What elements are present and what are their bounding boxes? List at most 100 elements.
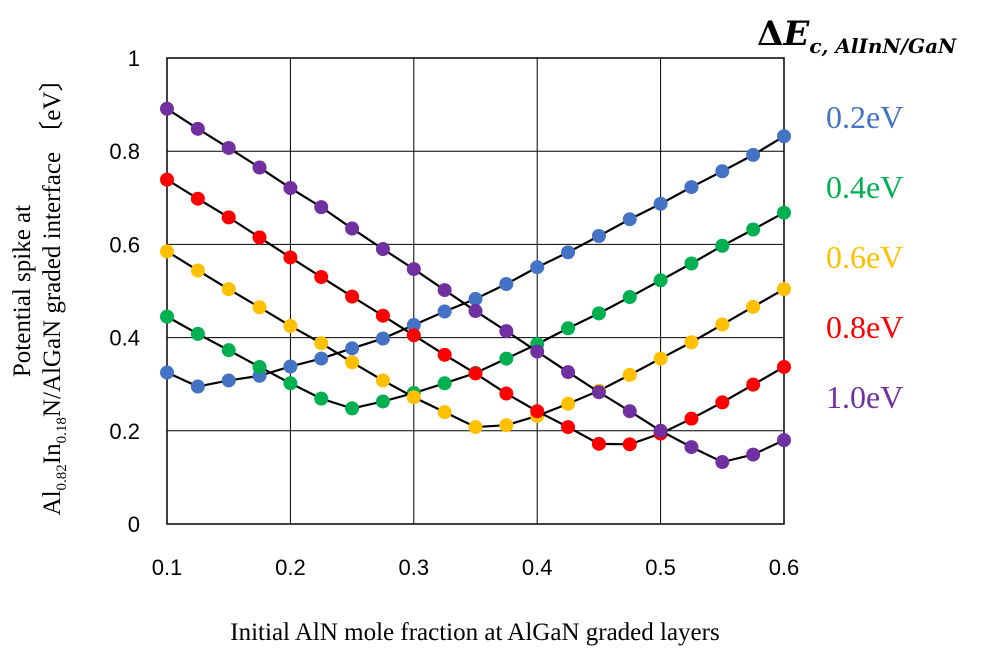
data-point xyxy=(314,351,329,366)
data-point xyxy=(622,404,637,419)
data-point xyxy=(591,385,606,400)
data-point xyxy=(591,436,606,451)
y-tick-label: 0 xyxy=(128,512,140,537)
y-tick-label: 1 xyxy=(128,46,140,71)
data-point xyxy=(653,273,668,288)
data-point xyxy=(561,420,576,435)
legend-item: 0.2eV xyxy=(826,99,903,135)
data-point xyxy=(499,351,514,366)
data-point xyxy=(499,277,514,292)
data-point xyxy=(375,394,390,409)
data-point xyxy=(283,318,298,333)
data-point xyxy=(777,433,791,448)
y-tick-label: 0.6 xyxy=(109,232,140,257)
data-point xyxy=(468,420,483,435)
data-point xyxy=(777,205,791,220)
data-point xyxy=(777,129,791,144)
data-point xyxy=(190,263,205,278)
data-point xyxy=(684,256,699,271)
data-point xyxy=(190,379,205,394)
data-point xyxy=(252,300,267,315)
data-point xyxy=(684,440,699,455)
data-point xyxy=(160,309,174,324)
data-point xyxy=(160,244,174,259)
data-point xyxy=(406,328,421,343)
data-point xyxy=(530,260,545,275)
data-point xyxy=(160,365,174,380)
x-tick-label: 0.2 xyxy=(275,555,306,580)
y-tick-label: 0.4 xyxy=(109,326,140,351)
data-point xyxy=(684,335,699,350)
legend-item: 0.4eV xyxy=(826,169,903,205)
data-point xyxy=(622,290,637,305)
data-point xyxy=(221,140,236,155)
data-point xyxy=(283,376,298,391)
data-point xyxy=(345,289,360,304)
data-point xyxy=(499,324,514,339)
legend-item: 0.6eV xyxy=(826,239,903,275)
data-point xyxy=(437,376,452,391)
y-axis-title-line2: Al0.82In0.18N/AlGaN graded interface 〔eV… xyxy=(38,67,70,516)
data-point xyxy=(715,164,730,179)
data-point xyxy=(283,181,298,196)
data-point xyxy=(221,373,236,388)
data-point xyxy=(468,291,483,306)
data-point xyxy=(375,331,390,346)
data-point xyxy=(437,304,452,319)
data-point xyxy=(283,359,298,374)
data-point xyxy=(345,221,360,236)
y-tick-label: 0.8 xyxy=(109,139,140,164)
data-point xyxy=(252,359,267,374)
data-point xyxy=(252,160,267,175)
data-point xyxy=(684,180,699,195)
y-tick-label: 0.2 xyxy=(109,419,140,444)
data-point xyxy=(160,172,174,187)
data-point xyxy=(684,411,699,426)
data-point xyxy=(777,282,791,297)
data-point xyxy=(314,270,329,285)
data-point xyxy=(591,306,606,321)
data-point xyxy=(345,355,360,370)
data-point xyxy=(561,321,576,336)
data-point xyxy=(715,238,730,253)
data-point xyxy=(653,196,668,211)
data-point xyxy=(653,423,668,438)
series-layer xyxy=(160,101,791,470)
x-tick-label: 0.6 xyxy=(769,555,800,580)
data-point xyxy=(468,366,483,381)
data-point xyxy=(190,326,205,341)
legend-item: 0.8eV xyxy=(826,309,903,345)
x-axis-title: Initial AlN mole fraction at AlGaN grade… xyxy=(230,619,719,646)
data-point xyxy=(715,455,730,470)
data-point xyxy=(375,308,390,323)
data-point xyxy=(746,299,761,314)
data-point xyxy=(406,262,421,277)
y-axis-title: Potential spike at Al0.82In0.18N/AlGaN g… xyxy=(9,67,70,516)
x-tick-label: 0.3 xyxy=(399,555,430,580)
y-axis-title-line1: Potential spike at xyxy=(9,205,36,377)
data-point xyxy=(468,304,483,319)
y-axis-ticks: 0 0.2 0.4 0.6 0.8 1 xyxy=(109,46,140,537)
series xyxy=(160,244,791,435)
data-point xyxy=(591,229,606,244)
data-point xyxy=(561,245,576,260)
data-point xyxy=(406,390,421,405)
data-point xyxy=(283,250,298,265)
data-point xyxy=(499,386,514,401)
data-point xyxy=(437,283,452,298)
legend: 0.2eV 0.4eV 0.6eV 0.8eV 1.0eV xyxy=(826,99,903,415)
data-point xyxy=(746,377,761,392)
data-point xyxy=(437,405,452,420)
data-point xyxy=(345,341,360,356)
data-point xyxy=(190,191,205,206)
data-point xyxy=(746,447,761,462)
data-point xyxy=(561,396,576,411)
data-point xyxy=(777,359,791,374)
data-point xyxy=(746,222,761,237)
data-point xyxy=(221,343,236,358)
data-point xyxy=(653,351,668,366)
data-point xyxy=(406,318,421,333)
data-point xyxy=(221,282,236,297)
data-point xyxy=(715,317,730,332)
